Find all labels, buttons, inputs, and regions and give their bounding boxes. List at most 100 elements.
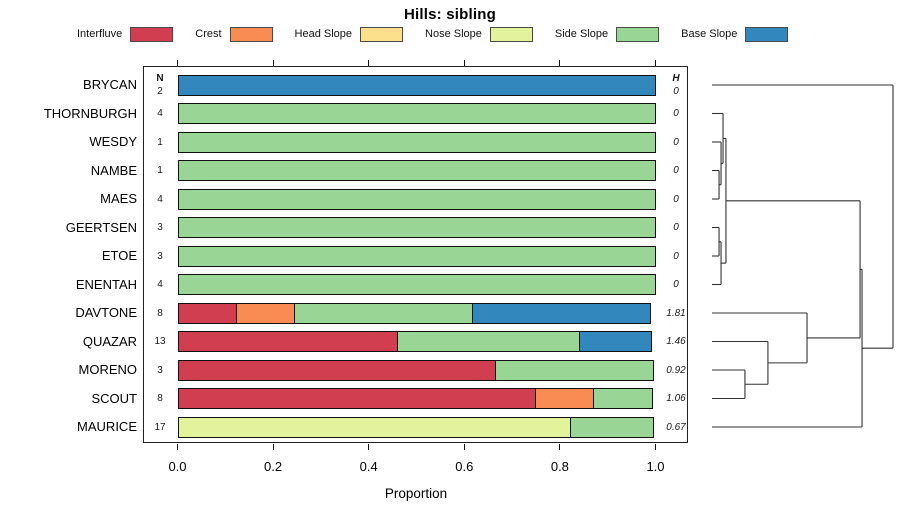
bar-segment-base-slope	[177, 74, 656, 96]
legend-item: Side Slope	[554, 26, 660, 42]
legend-label: Side Slope	[554, 28, 609, 40]
plot-box	[143, 66, 688, 443]
legend-swatch	[745, 26, 789, 42]
legend-label: Nose Slope	[425, 28, 482, 40]
n-value: 8	[157, 307, 163, 319]
n-value: 3	[157, 222, 163, 233]
legend-item: Base Slope	[681, 26, 789, 42]
bar-segment-side-slope	[177, 217, 656, 238]
bar-segment-interfluve	[177, 359, 497, 381]
stacked-bar	[177, 331, 656, 352]
chart-title: Hills: sibling	[404, 6, 496, 23]
axis-tick-label: 0.8	[550, 459, 569, 474]
h-value: 0.67	[666, 421, 686, 433]
row-label: ENENTAH	[75, 276, 137, 292]
legend-swatch	[616, 26, 660, 42]
axis-tick-label: 0.4	[359, 459, 378, 474]
legend-swatch	[229, 26, 273, 42]
axis-tick-bottom	[463, 444, 465, 450]
bar-segment-interfluve	[177, 302, 238, 324]
stacked-bar	[177, 416, 656, 438]
bar-segment-base-slope	[471, 302, 651, 324]
axis-tick-bottom	[272, 444, 274, 450]
row-label: MAES	[100, 191, 137, 206]
axis-tick-top	[463, 60, 465, 66]
h-value: 0	[673, 85, 679, 97]
legend-item: Crest	[195, 26, 273, 42]
n-value: 2	[157, 85, 163, 97]
stacked-bar	[177, 302, 656, 324]
row-label: BRYCAN	[83, 77, 137, 92]
row-label: MORENO	[78, 362, 138, 377]
stacked-bar	[177, 245, 656, 267]
row-label: DAVTONE	[75, 305, 137, 320]
n-value: 17	[154, 421, 166, 433]
h-value: 0	[673, 193, 679, 205]
h-value: 0	[673, 108, 679, 119]
bar-segment-side-slope	[177, 188, 656, 210]
axis-tick-bottom	[368, 444, 370, 450]
axis-tick-top	[176, 60, 179, 66]
axis-tick-bottom	[559, 444, 561, 450]
axis-tick-label: 0.6	[455, 459, 474, 474]
bar-segment-side-slope	[177, 131, 656, 153]
bar-segment-nose-slope	[177, 416, 572, 438]
n-value: 4	[157, 193, 163, 205]
bar-segment-side-slope	[396, 331, 581, 352]
legend: Interfluve Crest Head Slope Nose Slope Side …	[77, 26, 789, 42]
n-value: 8	[157, 393, 163, 404]
axis-tick-label: 0.2	[264, 459, 283, 474]
row-label: QUAZAR	[82, 333, 137, 349]
axis-tick-top	[654, 60, 657, 66]
bar-segment-side-slope	[494, 359, 654, 381]
stacked-bar	[177, 217, 656, 238]
h-value: 0	[673, 250, 679, 262]
bar-segment-side-slope	[177, 245, 656, 267]
bar-segment-side-slope	[177, 274, 656, 295]
stacked-bar	[177, 160, 656, 181]
n-value: 4	[157, 279, 163, 290]
row-label: THORNBURGH	[43, 105, 137, 121]
n-column-header: N	[156, 72, 164, 84]
legend-item: Head Slope	[294, 26, 404, 42]
row-label: SCOUT	[91, 390, 138, 406]
axis-tick-bottom	[654, 444, 657, 450]
legend-item: Interfluve	[77, 26, 174, 42]
legend-label: Interfluve	[77, 28, 123, 40]
stacked-bar	[177, 103, 656, 124]
bar-segment-crest	[235, 302, 296, 324]
n-value: 3	[157, 250, 163, 262]
axis-tick-top	[272, 60, 274, 66]
legend-label: Head Slope	[294, 28, 353, 40]
bar-segment-side-slope	[177, 103, 656, 124]
bar-segment-base-slope	[578, 331, 653, 352]
x-axis-label: Proportion	[384, 486, 448, 501]
legend-item: Nose Slope	[425, 26, 533, 42]
stacked-bar	[177, 274, 656, 295]
row-label: NAMBE	[90, 162, 137, 178]
legend-label: Crest	[195, 28, 222, 40]
bar-segment-side-slope	[569, 416, 654, 438]
h-value: 1.46	[666, 336, 686, 347]
legend-label: Base Slope	[681, 28, 738, 40]
stacked-bar	[177, 188, 656, 210]
bar-segment-side-slope	[177, 160, 656, 181]
axis-tick-top	[559, 60, 561, 66]
h-value: 1.06	[666, 393, 686, 404]
row-label: MAURICE	[77, 419, 137, 434]
stacked-bar	[177, 131, 656, 153]
bar-segment-interfluve	[177, 331, 399, 352]
h-value: 0	[673, 136, 679, 148]
n-value: 4	[157, 108, 163, 119]
bar-segment-interfluve	[177, 388, 536, 409]
n-value: 3	[157, 364, 163, 376]
axis-tick-top	[368, 60, 370, 66]
n-value: 13	[154, 336, 166, 347]
h-value: 0	[673, 279, 679, 290]
axis-tick-label: 0.0	[168, 459, 187, 474]
stacked-bar	[177, 74, 656, 96]
h-value: 0	[673, 222, 679, 233]
